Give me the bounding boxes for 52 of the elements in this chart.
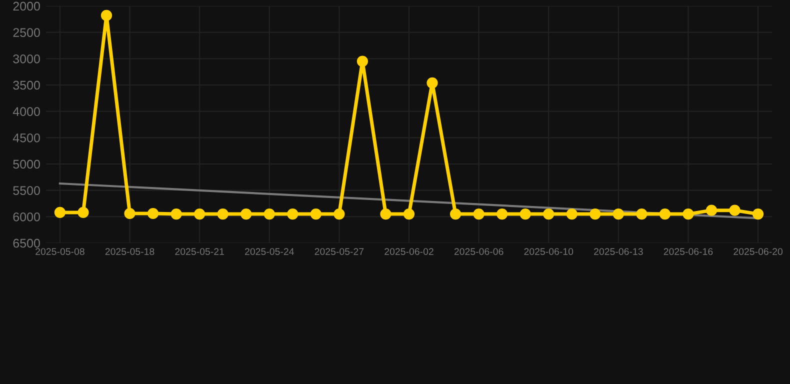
point	[590, 208, 601, 220]
point	[310, 208, 322, 220]
point	[124, 208, 136, 220]
y-tick-label: 3000	[13, 54, 40, 64]
x-tick-label: 2025-06-13	[594, 248, 643, 255]
point	[287, 208, 298, 220]
point	[473, 208, 484, 220]
point	[264, 208, 275, 220]
point	[450, 208, 462, 220]
y-tick-label: 2000	[13, 2, 40, 11]
x-tick-label: 2025-06-20	[734, 248, 783, 255]
point	[659, 208, 671, 220]
point	[147, 208, 159, 220]
x-tick-label: 2025-05-08	[36, 248, 84, 255]
point	[520, 208, 531, 220]
x-tick-label: 2025-06-10	[524, 248, 574, 255]
point	[403, 208, 415, 220]
point	[217, 208, 228, 220]
y-tick-label: 6000	[13, 212, 40, 222]
x-tick-label: 2025-06-02	[384, 248, 434, 255]
y-tick-label: 3500	[13, 80, 40, 90]
y-tick-label: 5500	[13, 186, 40, 195]
point	[682, 208, 694, 220]
y-tick-label: 5000	[13, 160, 40, 169]
x-tick-label: 2025-06-06	[454, 248, 504, 255]
point	[706, 204, 718, 216]
y-tick-label: 6500	[13, 238, 40, 248]
point	[496, 208, 508, 220]
point	[636, 208, 648, 220]
point	[612, 208, 624, 220]
x-tick-label: 2025-06-16	[664, 248, 713, 255]
point	[426, 77, 438, 88]
point	[54, 206, 66, 218]
point	[356, 56, 368, 67]
point	[194, 208, 206, 220]
point	[380, 208, 392, 220]
point	[566, 208, 578, 220]
x-tick-label: 2025-05-24	[245, 248, 294, 255]
point	[334, 208, 345, 220]
x-tick-label: 2025-05-27	[314, 248, 364, 255]
point	[100, 10, 112, 22]
point	[543, 208, 554, 220]
point	[240, 208, 252, 220]
x-tick-label: 2025-05-18	[105, 248, 154, 255]
y-tick-label: 4000	[12, 107, 40, 116]
point	[170, 208, 182, 220]
point	[78, 206, 89, 218]
point	[729, 204, 740, 216]
point	[752, 208, 764, 220]
x-tick-label: 2025-05-21	[175, 248, 224, 255]
y-tick-label: 2500	[13, 28, 40, 37]
y-tick-label: 4500	[12, 133, 40, 142]
